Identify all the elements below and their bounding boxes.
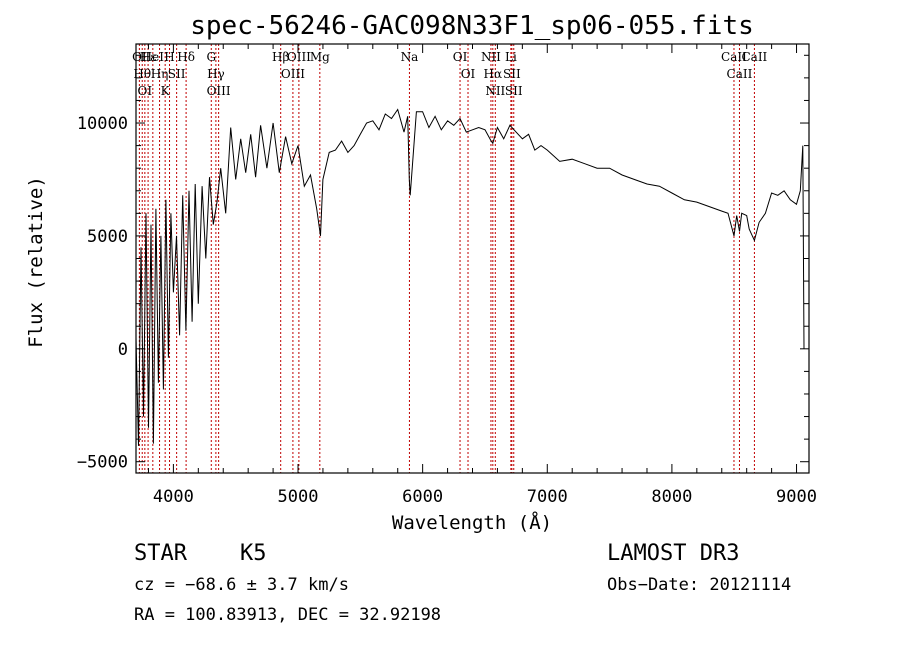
spectral-line-label: CaII	[741, 50, 767, 64]
spectral-line-label: Hβ	[272, 50, 289, 64]
survey-release: LAMOST DR3	[607, 541, 739, 566]
coordinates: RA = 100.83913, DEC = 32.92198	[134, 605, 441, 625]
spectral-line-label: Hα	[484, 67, 503, 81]
y-tick-label: 10000	[77, 114, 128, 134]
spectral-line-label: NII	[481, 50, 501, 64]
x-axis-ticks: 4000 5000 6000 7000 8000 9000	[147, 44, 817, 507]
x-tick-label: 7000	[527, 487, 568, 507]
x-tick-label: 9000	[776, 487, 817, 507]
spectral-line-label: SII	[505, 84, 523, 98]
spectral-line-label: OIII	[287, 50, 311, 64]
x-tick-label: 8000	[651, 487, 692, 507]
chart-title: spec-56246-GAC098N33F1_sp06-055.fits	[190, 11, 754, 41]
y-tick-label: 5000	[87, 227, 128, 247]
spectral-line-label: Hδ	[177, 50, 195, 64]
spectral-line-label: Hε	[140, 50, 157, 64]
spectral-line-markers	[138, 44, 755, 473]
x-axis-label: Wavelength (Å)	[392, 511, 552, 534]
object-subclass: K5	[240, 541, 267, 566]
spectral-line-label: Hη	[151, 67, 169, 81]
x-tick-label: 4000	[153, 487, 194, 507]
spectral-line-label: Na	[401, 50, 419, 64]
spectral-line-label: CaII	[727, 67, 753, 81]
spectral-line-label: CaII	[721, 50, 747, 64]
spectral-line-label: OI	[461, 67, 476, 81]
redshift-cz: cz = −68.6 ± 3.7 km/s	[134, 575, 349, 595]
spectral-line-label: OI	[138, 84, 153, 98]
x-tick-label: 6000	[402, 487, 443, 507]
y-axis-ticks: −5000 0 5000 10000	[77, 54, 809, 473]
spectral-line-label: SII	[503, 67, 521, 81]
spectral-line-label: H	[164, 50, 174, 64]
spectral-line-label: HeI	[142, 50, 165, 64]
flux-series-line	[135, 108, 805, 446]
spectral-line-label: Mg	[310, 50, 330, 64]
y-tick-label: 0	[118, 340, 128, 360]
spectral-line-label: G	[206, 50, 216, 64]
y-tick-label: −5000	[77, 453, 128, 473]
spectral-line-label: OIII	[207, 84, 231, 98]
spectral-line-label: Hγ	[207, 67, 225, 81]
observation-date: Obs−Date: 20121114	[607, 575, 791, 595]
spectral-line-label: OIII	[281, 67, 305, 81]
spectral-line-label: NII	[485, 84, 505, 98]
plot-frame	[135, 43, 810, 474]
object-class: STAR	[134, 541, 188, 566]
spectral-line-label: OI	[453, 50, 468, 64]
spectral-line-label: Li	[505, 50, 517, 64]
y-axis-label: Flux (relative)	[25, 176, 47, 348]
x-tick-label: 5000	[278, 487, 319, 507]
spectral-line-label: K	[161, 84, 171, 98]
spectral-line-label: SII	[168, 67, 186, 81]
